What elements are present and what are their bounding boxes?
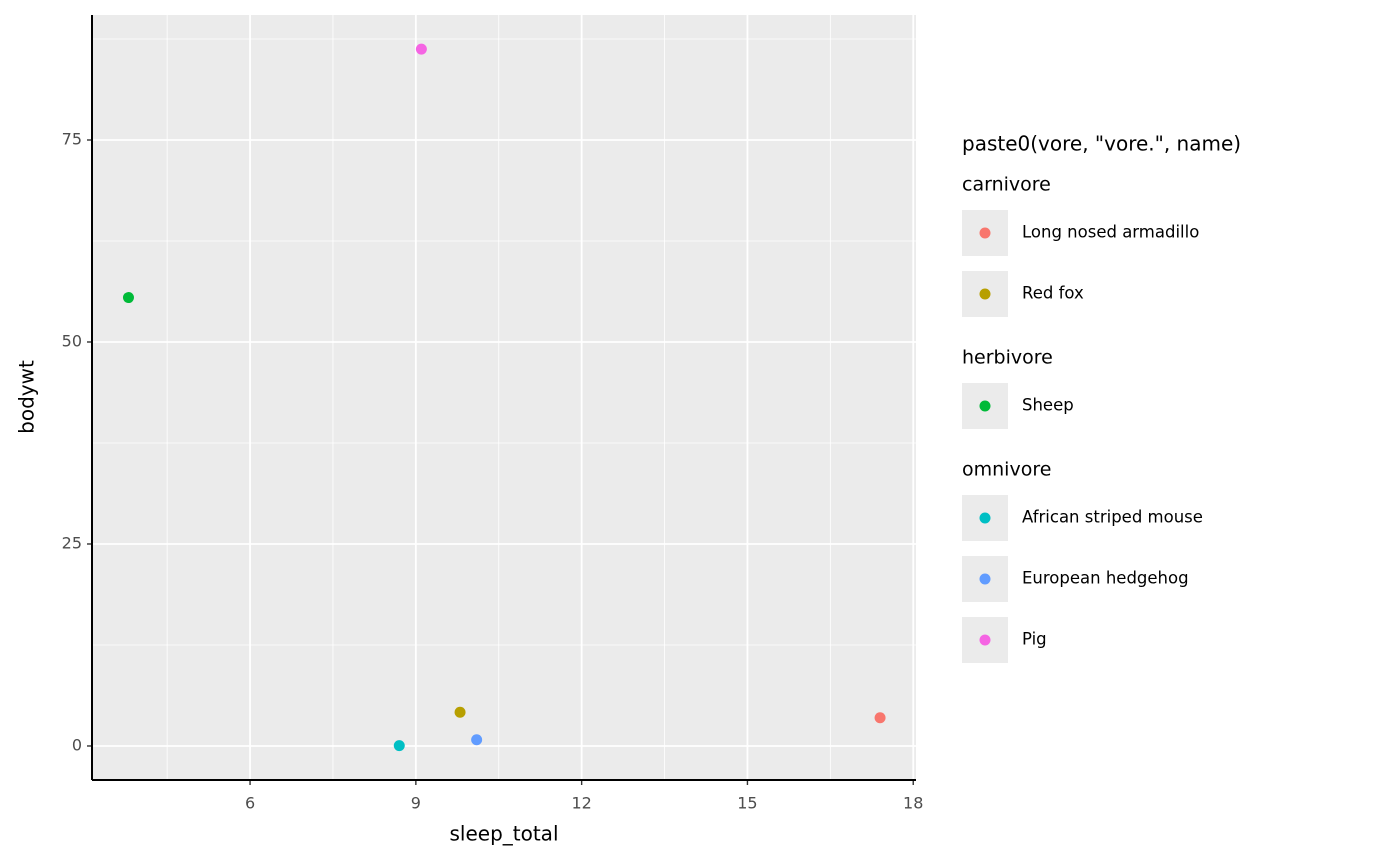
legend-marker	[979, 288, 991, 300]
panel	[92, 15, 916, 780]
x-tick-label: 12	[571, 794, 591, 813]
point	[874, 712, 886, 724]
point	[415, 43, 427, 55]
legend-label: European hedgehog	[1022, 569, 1189, 588]
point	[454, 706, 466, 718]
x-axis-title: sleep_total	[449, 822, 558, 846]
x-tick-label: 6	[245, 794, 255, 813]
legend-label: Red fox	[1022, 284, 1084, 303]
point	[122, 292, 134, 304]
y-axis-title: bodywt	[15, 360, 39, 434]
legend-label: Pig	[1022, 630, 1047, 649]
y-tick-label: 25	[62, 533, 82, 552]
point	[393, 740, 405, 752]
legend-marker	[979, 400, 991, 412]
legend-label: Long nosed armadillo	[1022, 223, 1199, 242]
legend-marker	[979, 512, 991, 524]
legend-group-title: carnivore	[962, 174, 1051, 196]
legend-label: Sheep	[1022, 396, 1074, 415]
legend-group-title: herbivore	[962, 347, 1053, 369]
x-tick-label: 9	[411, 794, 421, 813]
y-tick-label: 50	[62, 331, 82, 350]
x-tick-label: 15	[737, 794, 757, 813]
legend-label: African striped mouse	[1022, 508, 1203, 527]
legend-marker	[979, 634, 991, 646]
legend-group-title: omnivore	[962, 459, 1051, 481]
point	[471, 734, 483, 746]
legend-marker	[979, 227, 991, 239]
y-tick-label: 0	[72, 735, 82, 754]
legend-marker	[979, 573, 991, 585]
y-tick-label: 75	[62, 129, 82, 148]
legend-title: paste0(vore, "vore.", name)	[962, 132, 1241, 156]
x-tick-label: 18	[903, 794, 923, 813]
